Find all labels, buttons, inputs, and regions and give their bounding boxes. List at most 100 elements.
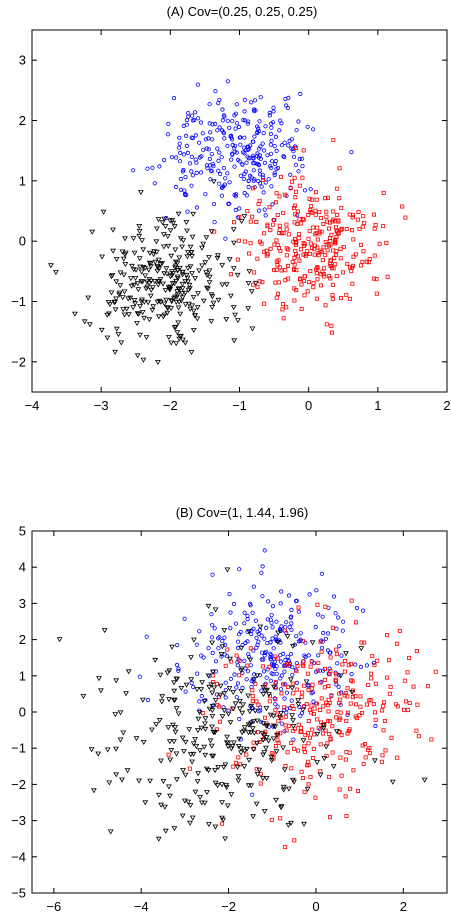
- panel-a-point-s2: [135, 287, 142, 293]
- panel-b-point-s2: [281, 767, 288, 773]
- panel-a-point-s0: [242, 135, 247, 140]
- panel-b-point-s0: [316, 653, 321, 658]
- panel-b-point-s0: [206, 645, 211, 651]
- panel-a-point-s0: [268, 131, 273, 137]
- panel-a-x-tick-label: 0: [305, 398, 312, 413]
- panel-b-point-s2: [202, 726, 209, 732]
- panel-b-point-s2: [250, 814, 256, 820]
- panel-a-point-s0: [250, 139, 255, 144]
- panel-b-point-s1: [402, 678, 407, 683]
- panel-b-point-s1: [382, 719, 387, 724]
- panel-b-point-s1: [381, 728, 386, 733]
- panel-b-point-s1: [340, 662, 345, 667]
- panel-b-point-s1: [344, 718, 349, 723]
- panel-b-point-s1: [284, 728, 289, 733]
- panel-a-point-s2: [235, 318, 241, 324]
- panel-b-point-s0: [294, 680, 299, 686]
- panel-b-point-s0: [314, 588, 319, 593]
- panel-a-point-s1: [288, 186, 293, 191]
- panel-b-point-s0: [320, 639, 325, 644]
- panel-a-point-s2: [161, 244, 167, 250]
- panel-a-point-s1: [357, 226, 362, 231]
- panel-b-point-s1: [334, 647, 339, 652]
- panel-a-point-s2: [176, 287, 183, 293]
- panel-b-point-s2: [197, 795, 203, 800]
- panel-a-point-s0: [286, 95, 291, 101]
- panel-b-point-s0: [271, 646, 276, 651]
- panel-a-point-s1: [372, 226, 377, 231]
- panel-a-point-s0: [261, 175, 266, 180]
- panel-b-point-s0: [199, 693, 204, 699]
- panel-a-point-s1: [313, 208, 318, 213]
- panel-b-point-s1: [306, 782, 311, 787]
- panel-a-point-s0: [201, 147, 206, 152]
- panel-a-point-s1: [260, 280, 265, 285]
- panel-a-point-s0: [269, 125, 274, 130]
- panel-b-point-s2: [193, 744, 200, 749]
- panel-b-point-s2: [149, 727, 155, 733]
- panel-b-point-s0: [213, 659, 219, 664]
- panel-b-point-s2: [270, 713, 277, 719]
- panel-a-point-s1: [262, 231, 267, 236]
- panel-b-y-tick-label: −1: [11, 741, 26, 756]
- panel-b-point-s2: [225, 711, 232, 717]
- panel-b-point-s1: [369, 676, 374, 681]
- panel-a-point-s1: [313, 190, 318, 195]
- panel-b-point-s2: [260, 721, 267, 727]
- panel-b-point-s1: [351, 768, 356, 773]
- panel-b-point-s0: [237, 716, 242, 722]
- panel-b-point-s0: [261, 657, 266, 662]
- panel-b-point-s1: [373, 681, 378, 686]
- panel-b-point-s2: [309, 640, 316, 646]
- panel-a-point-s2: [155, 282, 162, 288]
- panel-a-point-s1: [302, 274, 307, 279]
- panel-a-point-s0: [225, 118, 230, 123]
- panel-a-point-s2: [175, 211, 182, 217]
- panel-a-point-s2: [164, 310, 171, 316]
- panel-b-point-s1: [386, 658, 391, 663]
- panel-a-point-s0: [230, 119, 235, 124]
- panel-a-point-s2: [110, 248, 116, 254]
- panel-a-point-s0: [233, 126, 238, 131]
- panel-a-point-s1: [291, 205, 296, 210]
- panel-b-point-s1: [429, 737, 434, 742]
- panel-a-point-s0: [185, 150, 190, 155]
- panel-b-point-s1: [344, 750, 349, 755]
- panel-b: (B) Cov=(1, 1.44, 1.96) −6 −4 −2 0 2 −5 −4 −3 −2…: [11, 505, 448, 913]
- panel-a-point-s0: [277, 128, 282, 133]
- panel-b-point-s2: [206, 684, 213, 690]
- panel-b-point-s1: [321, 731, 326, 736]
- panel-a-point-s0: [198, 170, 204, 175]
- panel-a-point-s0: [349, 150, 354, 155]
- panel-b-x-tick-label: −4: [134, 899, 149, 913]
- panel-b-point-s2: [166, 668, 173, 674]
- panel-b-point-s1: [335, 709, 340, 714]
- panel-b-point-s1: [394, 641, 399, 646]
- panel-a-point-s2: [202, 260, 209, 266]
- panel-a-point-s0: [216, 168, 221, 173]
- panel-b-point-s0: [313, 624, 318, 630]
- panel-b-point-s0: [210, 635, 215, 640]
- panel-b-point-s2: [98, 688, 104, 694]
- panel-b-point-s2: [162, 804, 168, 810]
- panel-a-point-s1: [336, 219, 341, 224]
- panel-a-point-s1: [271, 222, 276, 227]
- panel-a-point-s0: [241, 145, 247, 150]
- panel-a-point-s2: [155, 257, 162, 263]
- panel-a-point-s2: [118, 340, 125, 346]
- panel-a-point-s2: [155, 217, 162, 223]
- panel-a-point-s1: [385, 274, 390, 279]
- panel-b-point-s2: [291, 779, 297, 785]
- panel-b-y-tick-label: 4: [19, 560, 26, 575]
- panel-a-point-s1: [262, 301, 267, 306]
- panel-a-point-s1: [242, 239, 247, 244]
- panel-a-point-s1: [367, 256, 372, 261]
- panel-a-point-s0: [246, 156, 251, 161]
- panel-b-point-s2: [246, 757, 252, 763]
- panel-a-point-s1: [294, 268, 299, 273]
- panel-b-point-s0: [286, 593, 292, 598]
- panel-a-point-s0: [230, 142, 235, 148]
- panel-a-point-s2: [230, 266, 237, 272]
- panel-a-point-s2: [206, 274, 213, 280]
- panel-b-point-s0: [210, 650, 215, 656]
